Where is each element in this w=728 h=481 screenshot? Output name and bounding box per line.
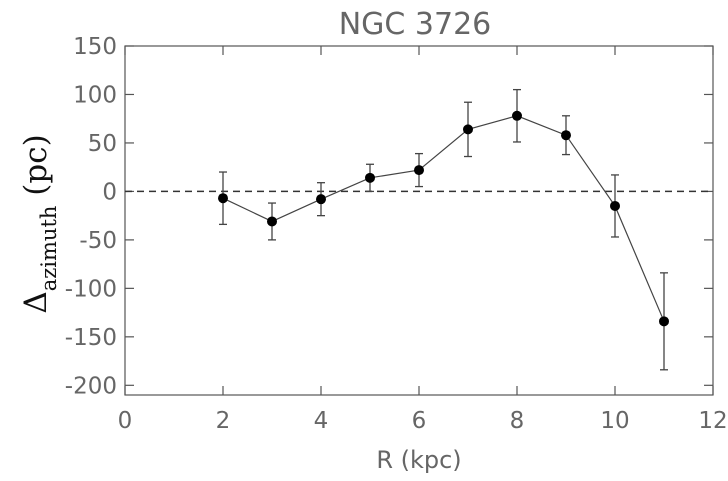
x-tick-label: 4 — [314, 408, 329, 434]
x-axis-label: R (kpc) — [376, 446, 461, 474]
data-point — [267, 216, 277, 227]
y-tick-label: 150 — [73, 34, 117, 60]
data-point — [365, 172, 375, 183]
data-point — [218, 193, 228, 204]
y-axis-label-subscript: azimuth — [37, 206, 61, 292]
data-point — [610, 200, 620, 211]
y-tick-label: 0 — [102, 179, 117, 205]
y-tick-label: -150 — [65, 325, 117, 351]
x-tick-label: 10 — [600, 408, 629, 434]
y-axis-label-symbol: Δ — [18, 291, 54, 313]
x-tick-label: 2 — [216, 408, 231, 434]
y-axis-label-unit: (pc) — [18, 134, 54, 205]
y-tick-label: 50 — [88, 131, 117, 157]
data-point — [316, 194, 326, 205]
x-tick-label: 0 — [118, 408, 133, 434]
plot-frame — [124, 45, 714, 396]
y-tick-label: 100 — [73, 82, 117, 108]
data-point — [512, 110, 522, 121]
x-tick-label: 12 — [698, 408, 727, 434]
y-axis: 150 100 50 0 -50 -100 -150 -200 — [65, 34, 713, 399]
data-point — [561, 130, 571, 141]
series-line — [222, 115, 665, 322]
x-tick-label: 6 — [412, 408, 427, 434]
y-tick-label: -100 — [65, 276, 117, 302]
data-point — [414, 165, 424, 176]
data-point — [659, 316, 669, 327]
y-tick-label: -200 — [65, 373, 117, 399]
x-tick-label: 8 — [510, 408, 525, 434]
data-points — [218, 88, 669, 371]
chart-title: NGC 3726 — [339, 7, 492, 42]
y-axis-label: Δazimuth (pc) — [18, 134, 61, 313]
y-tick-label: -50 — [79, 228, 117, 254]
x-axis: 0 2 4 6 8 10 12 — [118, 46, 728, 434]
data-point — [463, 124, 473, 135]
